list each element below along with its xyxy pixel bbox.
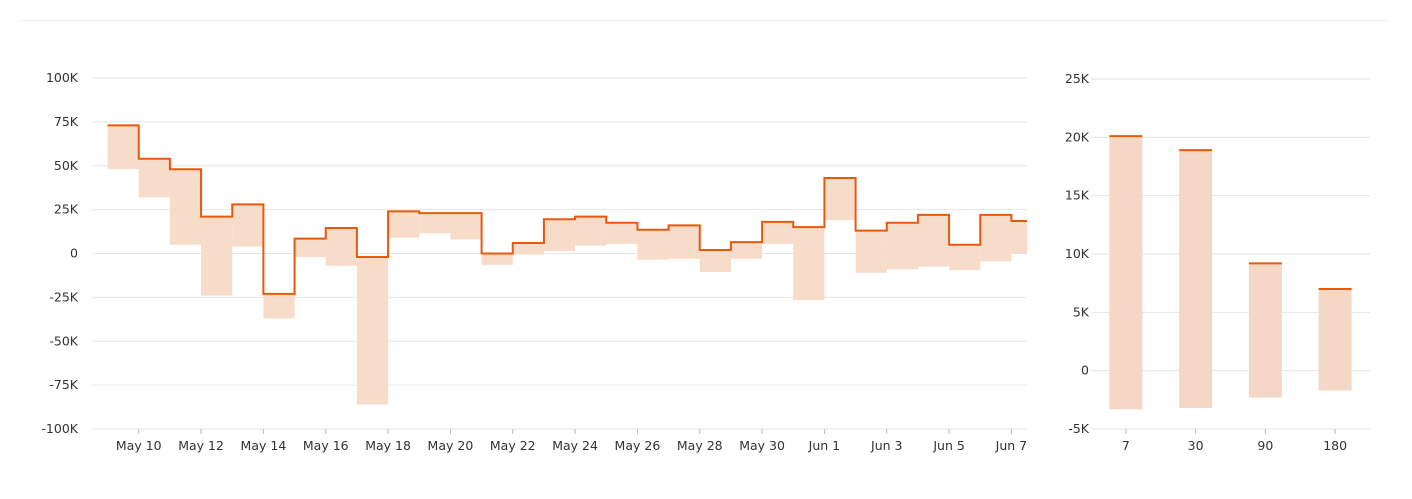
band-segment	[325, 228, 357, 266]
band-segment	[1011, 221, 1027, 254]
x-tick-label: May 16	[303, 438, 349, 453]
x-tick-label: May 26	[615, 438, 661, 453]
y-tick-label: -5K	[1068, 421, 1089, 436]
band-segment	[575, 216, 607, 246]
y-tick-label: 5K	[1073, 304, 1090, 319]
y-tick-label: -100K	[41, 421, 78, 436]
y-tick-label: 75K	[54, 114, 79, 129]
x-tick-label: Jun 7	[995, 438, 1027, 453]
y-tick-label: -25K	[49, 289, 78, 304]
x-tick-label: May 10	[116, 438, 162, 453]
band-segment	[699, 249, 731, 272]
band-segment	[232, 204, 264, 247]
y-tick-label: 0	[70, 246, 78, 261]
y-tick-label: 100K	[46, 70, 79, 85]
band-segment	[949, 244, 981, 271]
y-tick-label: 0	[1081, 363, 1089, 378]
y-tick-label: 10K	[1065, 246, 1090, 261]
x-tick-label: Jun 5	[932, 438, 964, 453]
band-segment	[263, 293, 295, 319]
bar	[1318, 289, 1352, 391]
band-segment	[824, 178, 856, 221]
x-tick-label: May 30	[739, 438, 785, 453]
band-segment	[356, 257, 389, 405]
band-segment	[637, 229, 669, 260]
band-segment	[917, 214, 950, 267]
band-segment	[543, 219, 576, 251]
x-tick-label: Jun 1	[808, 438, 840, 453]
bar	[1248, 263, 1282, 398]
band-segment	[201, 216, 233, 296]
band-segment	[793, 227, 825, 301]
bar	[1109, 136, 1143, 410]
x-tick-label: Jun 3	[870, 438, 902, 453]
step-line-chart: 100K 75K 50K 25K 0 -25K -50K -75K -100K May 10 May…	[41, 70, 1027, 453]
band-segment	[512, 242, 544, 255]
x-tick-label: May 18	[365, 438, 411, 453]
band-segment	[730, 242, 763, 259]
x-tick-label: 30	[1188, 438, 1204, 453]
band-segment	[886, 222, 918, 270]
band-segment	[294, 238, 326, 258]
band-segment	[138, 158, 170, 198]
x-tick-label: May 12	[178, 438, 224, 453]
y-tick-label: 25K	[54, 202, 79, 217]
band-segment	[450, 213, 482, 240]
band-segment	[762, 221, 794, 244]
band-segment	[169, 169, 202, 245]
x-tick-label: 7	[1122, 438, 1130, 453]
x-tick-label: May 14	[241, 438, 287, 453]
band-segment	[388, 211, 420, 238]
y-tick-label: 50K	[54, 158, 79, 173]
y-tick-label: -50K	[49, 333, 78, 348]
x-tick-label: 90	[1257, 438, 1273, 453]
band-segment	[668, 225, 700, 259]
bar	[1179, 150, 1213, 408]
y-tick-label: -75K	[49, 377, 78, 392]
band-segment	[980, 214, 1012, 262]
band-segment	[419, 213, 451, 234]
band-segment	[855, 230, 887, 273]
y-tick-label: 25K	[1065, 71, 1090, 86]
x-tick-label: May 22	[490, 438, 536, 453]
band-segment	[606, 222, 638, 244]
y-tick-label: 15K	[1065, 188, 1090, 203]
band-segment	[481, 253, 513, 265]
x-tick-label: 180	[1323, 438, 1347, 453]
x-tick-label: May 20	[428, 438, 474, 453]
top-divider	[20, 20, 1390, 21]
y-tick-label: 20K	[1065, 129, 1090, 144]
x-tick-label: May 24	[552, 438, 598, 453]
series-line	[107, 124, 1027, 295]
x-tick-label: May 28	[677, 438, 723, 453]
band-segment	[107, 125, 139, 170]
